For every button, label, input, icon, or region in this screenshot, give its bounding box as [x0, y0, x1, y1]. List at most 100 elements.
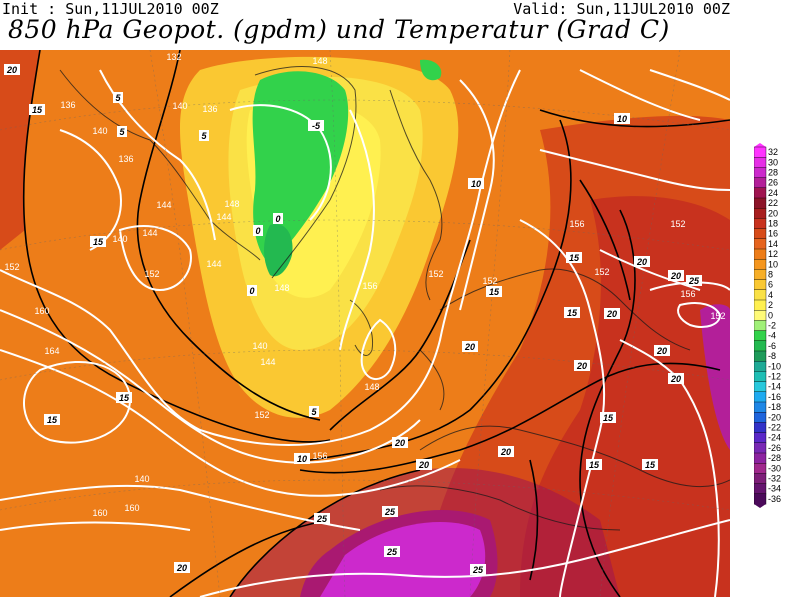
temperature-label: 20: [464, 342, 475, 352]
temperature-label: 15: [569, 253, 580, 263]
legend-swatch: [754, 371, 767, 383]
legend-swatch: [754, 167, 767, 179]
temperature-label-bg: [199, 130, 209, 141]
legend-swatch: [754, 177, 767, 189]
legend-swatch: [754, 432, 767, 444]
legend-swatch: [754, 381, 767, 393]
legend-label: 0: [768, 310, 773, 320]
temperature-label-bg: [308, 120, 324, 131]
legend-label: 20: [768, 208, 778, 218]
temperature-label: 20: [6, 65, 17, 75]
legend-swatch: [754, 228, 767, 240]
temperature-label: 20: [606, 309, 617, 319]
geopotential-label: 136: [60, 100, 75, 110]
legend-label: 12: [768, 249, 778, 259]
temperature-label: 15: [567, 308, 578, 318]
legend-label: -16: [768, 392, 781, 402]
legend-swatch: [754, 289, 767, 301]
temperature-label-bg: [470, 564, 486, 575]
legend-swatch: [754, 218, 767, 230]
temperature-label-bg: [566, 252, 582, 263]
geopotential-label: 160: [92, 508, 107, 518]
legend-label: -24: [768, 433, 781, 443]
legend-label: 22: [768, 198, 778, 208]
temperature-label: 25: [472, 565, 484, 575]
legend-swatch: [754, 146, 767, 158]
geopotential-label: 160: [124, 503, 139, 513]
legend-label: -26: [768, 443, 781, 453]
legend-swatch: [754, 279, 767, 291]
temperature-label: 20: [418, 460, 429, 470]
temperature-label: 10: [297, 454, 307, 464]
temperature-label: 0: [249, 286, 254, 296]
temperature-label: 15: [32, 105, 43, 115]
temperature-label-bg: [174, 562, 190, 573]
legend-label: 28: [768, 168, 778, 178]
temperature-label: 20: [656, 346, 667, 356]
temperature-labels: 20 15 5 5 5 -5 0 0 0 10 10 15 15 15 15 15 20 20 20 20 20 20 25…: [4, 64, 702, 575]
temperature-label-bg: [468, 178, 484, 189]
temperature-label: 15: [93, 237, 104, 247]
temperature-label: 20: [500, 447, 511, 457]
legend-label: -6: [768, 341, 776, 351]
temperature-label: 15: [47, 415, 58, 425]
temperature-label-bg: [604, 308, 620, 319]
temperature-label-bg: [116, 392, 132, 403]
lat-lon-grid: [0, 50, 730, 597]
legend-label: 2: [768, 300, 773, 310]
legend-swatch: [754, 197, 767, 209]
legend-swatch: [754, 258, 767, 270]
legend-swatch: [754, 320, 767, 332]
geopotential-label: 160: [34, 306, 49, 316]
legend-swatch: [754, 442, 767, 454]
legend-label: 14: [768, 239, 778, 249]
temperature-label: 20: [670, 374, 681, 384]
geopotential-label: 140: [252, 341, 267, 351]
geopotential-label: 152: [710, 311, 725, 321]
geopotential-label: 140: [134, 474, 149, 484]
geopotential-label: 156: [362, 281, 377, 291]
temperature-label-bg: [498, 446, 514, 457]
legend-swatch: [754, 473, 767, 485]
temperature-label: 15: [489, 287, 500, 297]
temperature-label: 5: [201, 131, 207, 141]
legend-swatch: [754, 452, 767, 464]
geopotential-label: 152: [428, 269, 443, 279]
legend-label: -4: [768, 331, 776, 341]
geopotential-label: 140: [112, 234, 127, 244]
geopotential-labels: 136 140 136 132 148 140 144 136 148 144 152 144 148 1…: [4, 52, 725, 518]
legend-label: -12: [768, 372, 781, 382]
temp-area-green-small: [420, 59, 442, 81]
legend-swatch: [754, 248, 767, 260]
legend-label: -32: [768, 474, 781, 484]
legend-label: 8: [768, 270, 773, 280]
coastlines: [59, 66, 730, 531]
temperature-label-bg: [382, 506, 398, 517]
temperature-label-bg: [686, 275, 702, 286]
temp-area-hot-south-core: [320, 522, 486, 597]
geopotential-label: 164: [44, 346, 59, 356]
temperature-label: 25: [386, 547, 398, 557]
legend-swatch: [754, 463, 767, 474]
legend-swatch: [754, 360, 767, 372]
temperature-label: 20: [576, 361, 587, 371]
temp-area-green-south: [264, 224, 293, 277]
temperature-label-bg: [384, 546, 400, 557]
geopotential-label: 152: [594, 267, 609, 277]
temperature-label: 10: [471, 179, 481, 189]
legend-swatch: [754, 422, 767, 434]
geopotential-label: 156: [569, 219, 584, 229]
legend-swatch: [754, 412, 767, 423]
legend-swatch: [754, 493, 767, 505]
legend-swatch: [754, 483, 767, 495]
geopotential-label: 148: [224, 199, 239, 209]
temperature-label: 20: [394, 438, 405, 448]
temperature-label-bg: [90, 236, 106, 247]
temperature-label: 20: [176, 563, 187, 573]
temp-area-west: [0, 50, 40, 250]
temperature-label: 25: [384, 507, 396, 517]
legend-label: -34: [768, 484, 781, 494]
geopotential-label: 144: [206, 259, 221, 269]
geopotential-label: 152: [254, 410, 269, 420]
geopotential-label: 140: [92, 126, 107, 136]
